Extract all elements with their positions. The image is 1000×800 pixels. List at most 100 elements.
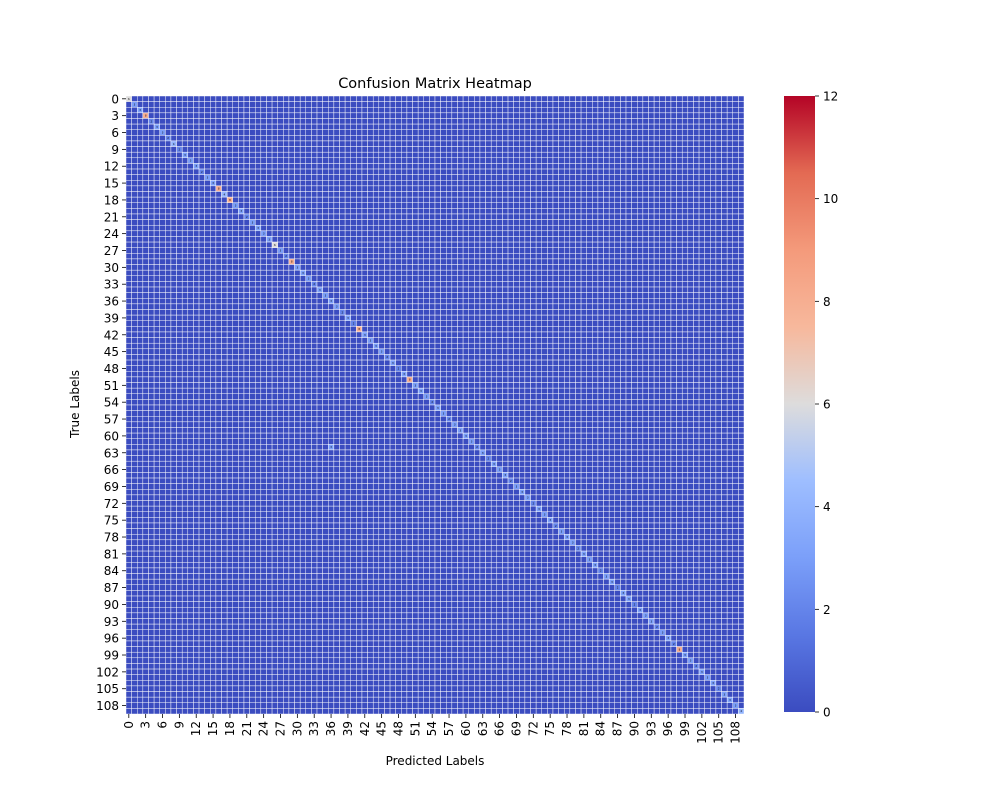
heatmap-cell <box>137 348 144 355</box>
heatmap-cell <box>339 314 346 321</box>
heatmap-cell <box>316 174 323 181</box>
heatmap-cell <box>732 107 739 114</box>
heatmap-cell <box>238 264 245 271</box>
heatmap-cell <box>266 303 273 310</box>
heatmap-cell <box>614 157 621 164</box>
heatmap-cell <box>322 213 329 220</box>
heatmap-cell <box>125 129 132 136</box>
heatmap-cell <box>294 157 301 164</box>
heatmap-cell <box>372 275 380 282</box>
heatmap-cell <box>558 202 565 209</box>
heatmap-cell <box>681 202 689 209</box>
heatmap-cell <box>204 258 211 265</box>
heatmap-cell <box>451 258 458 265</box>
heatmap-cell <box>468 219 475 226</box>
heatmap-cell <box>603 129 610 136</box>
heatmap-cell <box>457 135 464 142</box>
heatmap-cell <box>238 230 245 237</box>
heatmap-cell <box>653 303 660 310</box>
heatmap-cell <box>479 331 486 338</box>
heatmap-cell <box>283 342 290 350</box>
heatmap-cell <box>558 95 565 102</box>
heatmap-cell <box>592 309 599 316</box>
heatmap-cell <box>221 253 228 260</box>
heatmap-cell <box>412 298 419 305</box>
heatmap-cell <box>266 275 273 282</box>
heatmap-cell <box>412 140 419 147</box>
heatmap-cell <box>676 140 683 147</box>
heatmap-cell <box>339 202 346 209</box>
heatmap-cell <box>142 95 149 102</box>
heatmap-cell <box>637 281 644 288</box>
heatmap-cell <box>519 95 526 102</box>
heatmap-cell <box>524 224 531 232</box>
heatmap-cell <box>238 275 245 282</box>
heatmap-cell <box>681 258 689 265</box>
heatmap-cell <box>530 95 537 102</box>
heatmap-cell <box>311 337 318 344</box>
heatmap-cell <box>131 174 138 181</box>
heatmap-cell <box>176 320 183 327</box>
heatmap-cell <box>653 163 660 170</box>
heatmap-cell <box>625 202 632 209</box>
heatmap-cell <box>451 342 458 350</box>
heatmap-cell <box>372 112 380 119</box>
heatmap-cell <box>226 180 233 187</box>
heatmap-cell <box>552 241 559 248</box>
heatmap-cell <box>726 281 733 288</box>
heatmap-cell <box>563 264 571 271</box>
heatmap-cell <box>608 241 616 248</box>
heatmap-cell <box>193 191 200 198</box>
heatmap-cell <box>288 309 295 316</box>
heatmap-cell <box>592 185 599 192</box>
heatmap-cell <box>665 224 672 232</box>
heatmap-cell <box>187 163 194 170</box>
heatmap-cell <box>530 236 537 243</box>
heatmap-cell <box>367 303 374 310</box>
heatmap-cell <box>440 230 447 237</box>
heatmap-cell <box>153 286 160 293</box>
heatmap-cell <box>507 213 514 220</box>
heatmap-cell <box>356 95 363 102</box>
heatmap-cell <box>547 286 554 293</box>
heatmap-cell <box>693 180 700 187</box>
heatmap-cell <box>322 101 329 108</box>
heatmap-cell <box>232 269 239 277</box>
heatmap-cell <box>215 163 222 170</box>
heatmap-cell <box>614 196 621 203</box>
heatmap-cell <box>429 230 436 237</box>
heatmap-cell <box>552 151 559 159</box>
heatmap-cell <box>721 95 728 102</box>
heatmap-cell <box>513 286 520 293</box>
heatmap-cell <box>541 298 548 305</box>
heatmap-cell <box>653 236 660 243</box>
heatmap-cell <box>457 185 464 192</box>
heatmap-cell <box>165 196 172 203</box>
heatmap-cell <box>552 219 559 226</box>
heatmap-cell <box>710 123 717 130</box>
heatmap-cell <box>153 168 160 175</box>
heatmap-cell <box>676 163 683 170</box>
heatmap-cell <box>204 230 211 237</box>
heatmap-cell <box>519 331 526 338</box>
heatmap-cell <box>266 202 273 209</box>
heatmap-cell <box>344 264 351 271</box>
heatmap-cell <box>299 331 307 338</box>
heatmap-cell <box>676 258 683 265</box>
heatmap-cell <box>637 224 644 232</box>
heatmap-cell <box>361 219 368 226</box>
heatmap-cell <box>530 275 537 282</box>
heatmap-cell <box>676 135 683 142</box>
heatmap-cell <box>541 337 548 344</box>
heatmap-cell <box>704 123 711 130</box>
heatmap-cell <box>417 219 424 226</box>
heatmap-cell <box>210 157 217 164</box>
heatmap-cell <box>434 123 441 130</box>
heatmap-cell <box>339 146 346 153</box>
heatmap-cell <box>502 151 509 159</box>
heatmap-cell <box>597 253 604 260</box>
heatmap-cell <box>519 309 526 316</box>
heatmap-cell <box>513 95 520 102</box>
heatmap-cell <box>210 101 217 108</box>
heatmap-cell <box>148 275 155 282</box>
